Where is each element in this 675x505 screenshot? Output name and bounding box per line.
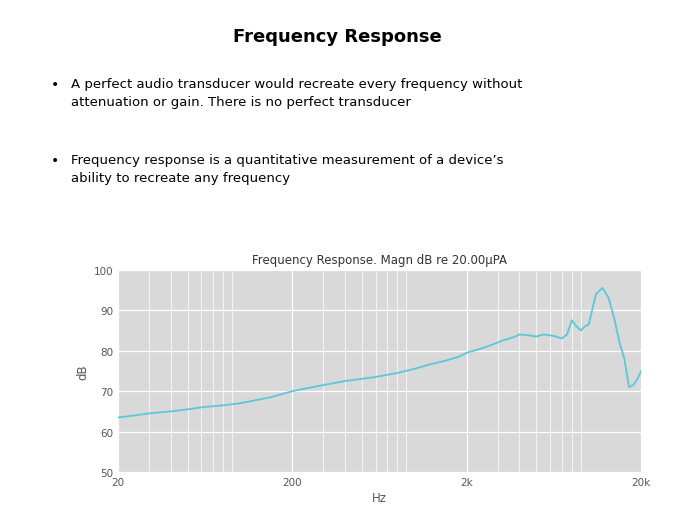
Title: Frequency Response. Magn dB re 20.00μPA: Frequency Response. Magn dB re 20.00μPA — [252, 254, 507, 266]
Y-axis label: dB: dB — [76, 364, 90, 379]
Text: A perfect audio transducer would recreate every frequency without
attenuation or: A perfect audio transducer would recreat… — [71, 78, 522, 109]
Text: •: • — [51, 154, 59, 168]
Text: Frequency response is a quantitative measurement of a device’s
ability to recrea: Frequency response is a quantitative mea… — [71, 154, 504, 184]
Text: Frequency Response: Frequency Response — [233, 28, 442, 46]
Text: •: • — [51, 78, 59, 92]
X-axis label: Hz: Hz — [372, 491, 387, 504]
